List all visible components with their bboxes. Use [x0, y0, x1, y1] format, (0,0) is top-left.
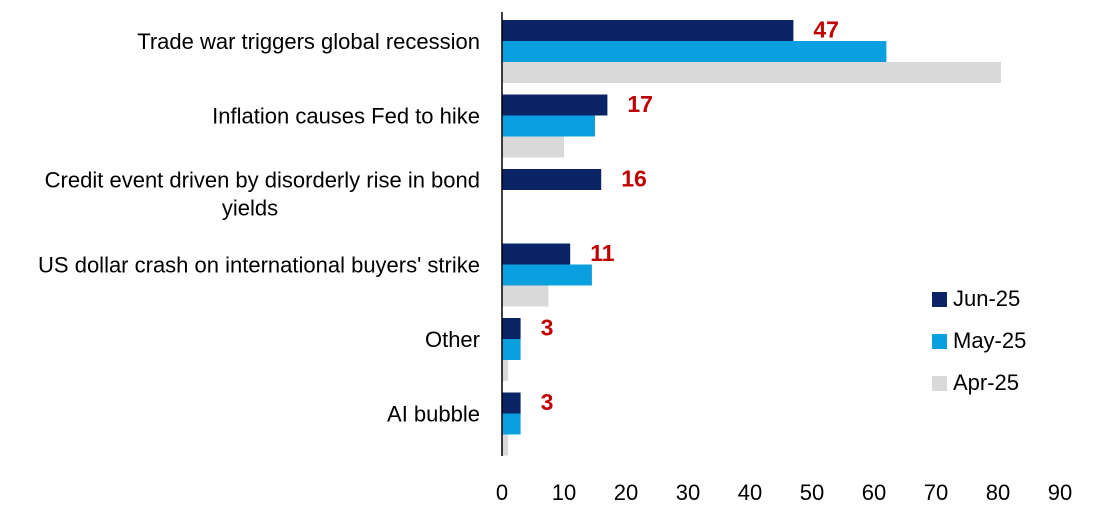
bar-may-25: [502, 413, 521, 435]
category-label: yields: [222, 195, 278, 220]
x-tick-label: 60: [862, 480, 886, 505]
x-tick-label: 80: [986, 480, 1010, 505]
x-tick-label: 0: [496, 480, 508, 505]
bar-may-25: [502, 264, 592, 286]
category-label: AI bubble: [387, 401, 480, 426]
bar-jun-25: [502, 318, 521, 339]
category-label: Inflation causes Fed to hike: [212, 103, 480, 128]
bars-group: [502, 20, 1002, 456]
legend-swatch-apr-25: [932, 376, 947, 391]
x-tick-label: 40: [738, 480, 762, 505]
category-label: Other: [425, 327, 480, 352]
data-label: 11: [590, 240, 615, 266]
legend: Jun-25 May-25 Apr-25: [932, 286, 1026, 395]
bar-may-25: [502, 41, 887, 62]
category-label: Trade war triggers global recession: [137, 29, 480, 54]
x-tick-label: 50: [800, 480, 824, 505]
bar-apr-25: [502, 434, 509, 456]
category-label: Credit event driven by disorderly rise i…: [45, 167, 480, 192]
category-label: US dollar crash on international buyers'…: [38, 252, 480, 277]
legend-label-may-25: May-25: [953, 328, 1026, 353]
bar-apr-25: [502, 136, 564, 158]
data-label: 16: [621, 166, 647, 192]
data-label: 3: [541, 389, 554, 415]
bar-may-25: [502, 339, 521, 360]
bar-jun-25: [502, 243, 571, 265]
axis-group: 0 10 20 30 40 50 60 70 80 90: [496, 12, 1072, 505]
bar-apr-25: [502, 285, 549, 307]
x-tick-label: 10: [552, 480, 576, 505]
bar-jun-25: [502, 94, 608, 116]
bar-jun-25: [502, 20, 794, 41]
category-labels-group: Trade war triggers global recession Infla…: [38, 29, 480, 427]
data-labels-group: 47 17 16 11 3 3: [541, 17, 839, 416]
bar-may-25: [502, 115, 595, 137]
legend-label-jun-25: Jun-25: [953, 286, 1020, 311]
legend-swatch-may-25: [932, 334, 947, 349]
bar-apr-25: [502, 360, 509, 381]
x-tick-label: 20: [614, 480, 638, 505]
legend-label-apr-25: Apr-25: [953, 370, 1019, 395]
bar-jun-25: [502, 169, 602, 190]
bar-apr-25: [502, 62, 1002, 83]
x-tick-label: 30: [676, 480, 700, 505]
data-label: 3: [541, 315, 554, 341]
x-tick-label: 90: [1048, 480, 1072, 505]
data-label: 17: [627, 91, 653, 117]
x-tick-label: 70: [924, 480, 948, 505]
legend-swatch-jun-25: [932, 292, 947, 307]
bar-jun-25: [502, 392, 521, 414]
data-label: 47: [813, 17, 839, 43]
